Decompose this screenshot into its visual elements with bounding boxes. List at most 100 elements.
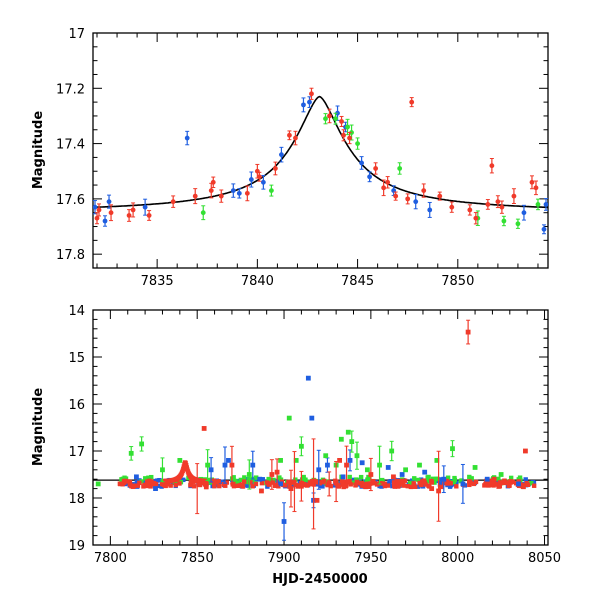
bottom-y-tick-label: 16	[68, 398, 85, 413]
top-x-tick-label: 7840	[241, 274, 274, 289]
bottom-outlier-point	[338, 436, 344, 442]
bottom-panel: 7800 7850 7900 7950 8000 8050 14 15 16 17 18 19 Mag…	[31, 304, 561, 587]
top-data-point	[307, 99, 312, 105]
bottom-data-point	[212, 484, 217, 489]
bottom-data-point	[411, 481, 416, 486]
top-y-tick-label: 17.2	[56, 82, 85, 97]
bottom-data-point	[412, 484, 418, 489]
bottom-data-point	[467, 482, 472, 488]
bottom-outlier-point	[359, 460, 365, 466]
bottom-outlier-point	[201, 426, 207, 431]
bottom-data-point	[159, 481, 165, 487]
bottom-outlier-point	[286, 415, 292, 421]
bottom-data-point	[354, 477, 359, 482]
bottom-data-point	[410, 478, 415, 483]
bottom-outlier-point	[498, 472, 504, 477]
top-data-point	[244, 190, 250, 196]
bottom-data-point	[320, 479, 325, 485]
bottom-outlier-point	[349, 439, 355, 444]
bottom-data-point	[142, 482, 147, 488]
bottom-outlier-point	[226, 458, 231, 463]
bottom-data-point	[469, 476, 474, 481]
bottom-data-point	[448, 481, 453, 486]
bottom-outlier-point	[278, 481, 283, 487]
bottom-data-point	[395, 478, 400, 484]
bottom-data-point	[180, 477, 185, 483]
bottom-data-point	[422, 480, 427, 485]
bottom-x-axis-label: HJD-2450000	[272, 572, 367, 587]
bottom-data-point	[147, 478, 152, 483]
bottom-data-point	[452, 477, 458, 483]
bottom-x-tick-label: 7900	[267, 551, 300, 566]
bottom-data-point	[435, 476, 440, 481]
top-data-point	[413, 199, 419, 205]
top-data-point	[287, 132, 292, 138]
top-data-point	[499, 204, 505, 210]
bottom-data-point	[454, 480, 459, 485]
bottom-data-point	[207, 480, 213, 485]
top-data-point	[184, 135, 190, 141]
bottom-data-point	[118, 481, 123, 487]
top-y-axis-label: Magnitude	[31, 111, 46, 190]
bottom-data-point	[224, 480, 230, 485]
top-data-point	[359, 160, 364, 166]
top-data-point	[381, 185, 387, 191]
top-data-point	[146, 213, 152, 218]
bottom-data-point	[125, 479, 131, 484]
bottom-outlier-point	[281, 519, 287, 524]
bottom-data-point	[312, 478, 317, 484]
bottom-data-point	[301, 482, 307, 488]
bottom-data-point	[400, 478, 406, 484]
top-data-point	[437, 193, 443, 199]
bottom-data-point	[123, 478, 128, 484]
top-data-point	[397, 166, 403, 171]
bottom-data-point	[120, 482, 125, 487]
bottom-outlier-point	[139, 441, 145, 447]
top-data-point	[367, 174, 373, 180]
bottom-data-point	[250, 484, 255, 489]
bottom-outlier-point	[325, 462, 330, 468]
bottom-data-point	[242, 475, 247, 480]
bottom-data-point	[173, 482, 178, 488]
bottom-data-point	[379, 484, 384, 489]
bottom-outlier-point	[465, 329, 471, 335]
bottom-outlier-point	[326, 481, 332, 487]
bottom-data-point	[306, 482, 311, 487]
bottom-data-point	[211, 478, 216, 483]
bottom-data-point	[244, 479, 249, 485]
bottom-y-tick-label: 15	[68, 351, 85, 366]
bottom-outlier-point	[278, 458, 283, 463]
bottom-outlier-point	[344, 462, 349, 468]
top-data-point	[106, 199, 112, 205]
bottom-data-point	[524, 480, 529, 486]
bottom-outlier-point	[269, 472, 275, 477]
bottom-data-point	[347, 474, 352, 480]
bottom-data-point	[333, 478, 338, 484]
bottom-outlier-point	[208, 467, 214, 473]
bottom-data-point	[348, 482, 353, 487]
bottom-outlier-point	[429, 486, 435, 491]
top-data-point	[108, 210, 114, 216]
bottom-data-point	[388, 478, 393, 484]
bottom-data-point	[343, 484, 348, 489]
bottom-outlier-point	[403, 467, 408, 473]
bottom-data-point	[426, 474, 431, 480]
bottom-data-point	[508, 475, 514, 481]
bottom-y-tick-label: 14	[68, 304, 85, 319]
top-data-point	[427, 207, 433, 213]
bottom-data-point	[231, 483, 237, 489]
top-y-tick-label: 17.8	[56, 248, 85, 263]
bottom-event-point	[183, 462, 189, 468]
top-data-point	[345, 124, 350, 130]
bottom-data-point	[347, 478, 352, 484]
bottom-data-point	[496, 476, 501, 482]
top-model-curve-line	[93, 95, 548, 209]
bottom-data-point	[367, 481, 373, 486]
top-y-tick-label: 17.4	[56, 138, 85, 153]
bottom-outlier-point	[450, 446, 455, 452]
top-data-point	[393, 193, 399, 199]
bottom-outlier-point	[316, 467, 322, 473]
bottom-data-point	[412, 476, 417, 481]
bottom-outlier-point	[259, 488, 264, 494]
top-data-point	[385, 179, 391, 185]
